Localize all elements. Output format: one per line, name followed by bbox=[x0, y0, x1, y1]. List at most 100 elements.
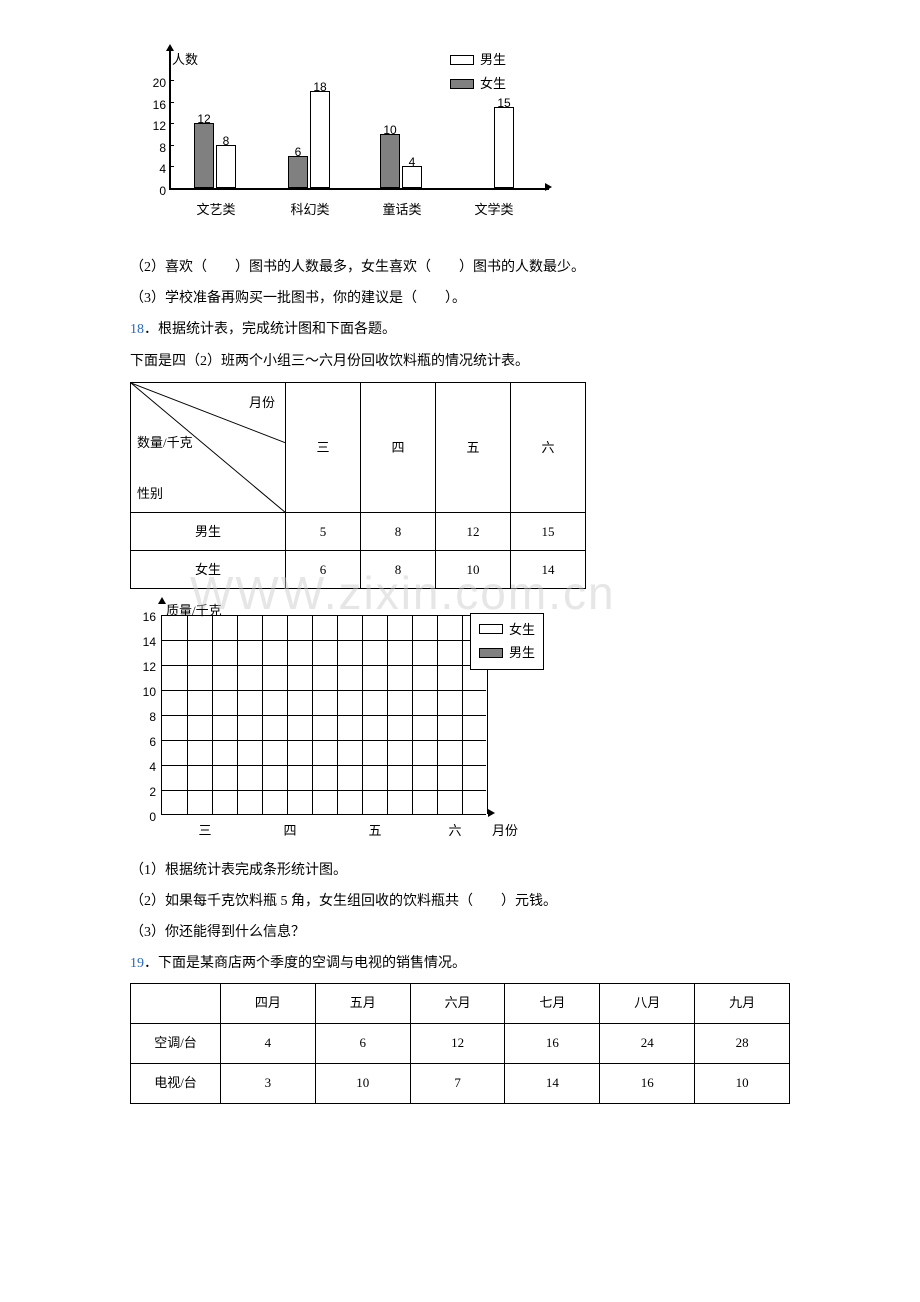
bar-girl bbox=[194, 123, 214, 188]
grid-vline bbox=[287, 615, 288, 814]
category-label: 科幻类 bbox=[280, 198, 340, 221]
q19-line: 19．下面是某商店两个季度的空调与电视的销售情况。 bbox=[130, 951, 820, 976]
row-label-girl: 女生 bbox=[131, 550, 286, 588]
q18-title: ．根据统计表，完成统计图和下面各题。 bbox=[144, 322, 396, 337]
legend-girl: 女生 bbox=[479, 618, 535, 641]
cell: 12 bbox=[436, 512, 511, 550]
table-row: 空调/台 4 6 12 16 24 28 bbox=[131, 1023, 790, 1063]
bar-value-label: 12 bbox=[194, 109, 214, 131]
month-header: 八月 bbox=[600, 983, 695, 1023]
cell: 24 bbox=[600, 1023, 695, 1063]
table-row: 电视/台 3 10 7 14 16 10 bbox=[131, 1063, 790, 1103]
y-tick-label: 14 bbox=[134, 632, 156, 654]
cell: 10 bbox=[315, 1063, 410, 1103]
y-tick-label: 8 bbox=[140, 138, 166, 160]
cell: 14 bbox=[505, 1063, 600, 1103]
y-tick-label: 16 bbox=[140, 95, 166, 117]
diag-header-cell: 月份 数量/千克 性别 bbox=[131, 382, 286, 512]
legend-boy: 男生 bbox=[479, 641, 535, 664]
q17-part3: （3）学校准备再购买一批图书，你的建议是（ ）。 bbox=[130, 286, 820, 311]
cell: 12 bbox=[410, 1023, 505, 1063]
bar-value-label: 15 bbox=[494, 93, 514, 115]
grid-vline bbox=[212, 615, 213, 814]
diag-bot: 性别 bbox=[137, 482, 163, 505]
legend-girl-label: 女生 bbox=[509, 618, 535, 641]
blank-header bbox=[131, 983, 221, 1023]
sales-table: 四月 五月 六月 七月 八月 九月 空调/台 4 6 12 16 24 28 电… bbox=[130, 983, 790, 1104]
legend-boy-label: 男生 bbox=[480, 48, 506, 71]
chart1-legend: 男生 女生 bbox=[450, 48, 560, 97]
legend-swatch-boy bbox=[450, 55, 474, 65]
x-arrow-icon bbox=[545, 183, 552, 191]
grid-vline bbox=[387, 615, 388, 814]
bar-value-label: 8 bbox=[216, 131, 236, 153]
cell: 8 bbox=[361, 512, 436, 550]
legend-boy-label: 男生 bbox=[509, 641, 535, 664]
grid-vline bbox=[362, 615, 363, 814]
q18-sub1: （1）根据统计表完成条形统计图。 bbox=[130, 858, 820, 883]
month-header: 六 bbox=[511, 382, 586, 512]
month-header: 三 bbox=[286, 382, 361, 512]
month-header: 九月 bbox=[695, 983, 790, 1023]
cell: 10 bbox=[436, 550, 511, 588]
empty-bar-chart-grid: 质量/千克 月份 女生 男生 0246810121416三四五六 bbox=[130, 601, 560, 846]
q19-title: ．下面是某商店两个季度的空调与电视的销售情况。 bbox=[144, 956, 466, 971]
grid-vline bbox=[187, 615, 188, 814]
month-header: 五月 bbox=[315, 983, 410, 1023]
cell: 14 bbox=[511, 550, 586, 588]
cell: 16 bbox=[600, 1063, 695, 1103]
month-header: 五 bbox=[436, 382, 511, 512]
row-label-tv: 电视/台 bbox=[131, 1063, 221, 1103]
q18-intro: 下面是四（2）班两个小组三～六月份回收饮料瓶的情况统计表。 bbox=[130, 349, 820, 374]
y-tick-label: 0 bbox=[134, 807, 156, 829]
category-label: 童话类 bbox=[372, 198, 432, 221]
month-header: 四月 bbox=[221, 983, 316, 1023]
y-tick-mark bbox=[170, 123, 174, 124]
y-tick-label: 20 bbox=[140, 73, 166, 95]
y-tick-label: 2 bbox=[134, 782, 156, 804]
row-label-boy: 男生 bbox=[131, 512, 286, 550]
grid-vline bbox=[312, 615, 313, 814]
q18-number: 18 bbox=[130, 322, 144, 337]
table-row: 月份 数量/千克 性别 三 四 五 六 bbox=[131, 382, 586, 512]
y-tick-label: 0 bbox=[140, 181, 166, 203]
bar-value-label: 6 bbox=[288, 142, 308, 164]
category-label: 文学类 bbox=[464, 198, 524, 221]
row-label-ac: 空调/台 bbox=[131, 1023, 221, 1063]
bar-value-label: 10 bbox=[380, 120, 400, 142]
y-tick-label: 8 bbox=[134, 707, 156, 729]
y-arrow-icon bbox=[158, 597, 166, 604]
cell: 10 bbox=[695, 1063, 790, 1103]
legend-swatch-girl bbox=[479, 624, 503, 634]
bar-value-label: 4 bbox=[402, 152, 422, 174]
x-tick-label: 三 bbox=[185, 819, 225, 842]
cell: 4 bbox=[221, 1023, 316, 1063]
grid-vline bbox=[412, 615, 413, 814]
grid-vline bbox=[262, 615, 263, 814]
grid-vline bbox=[237, 615, 238, 814]
q18-line: 18．根据统计表，完成统计图和下面各题。 bbox=[130, 317, 820, 342]
chart2-legend: 女生 男生 bbox=[470, 613, 544, 670]
y-axis-label: 人数 bbox=[172, 48, 198, 71]
y-tick-mark bbox=[170, 188, 174, 189]
x-arrow-icon bbox=[488, 809, 495, 817]
y-tick-label: 6 bbox=[134, 732, 156, 754]
cell: 8 bbox=[361, 550, 436, 588]
y-tick-mark bbox=[170, 102, 174, 103]
legend-boy: 男生 bbox=[450, 48, 560, 71]
book-preference-chart: 人数 男生 女生 048121620128文艺类618科幻类104童话类15文学… bbox=[140, 50, 580, 240]
month-header: 七月 bbox=[505, 983, 600, 1023]
y-tick-mark bbox=[170, 80, 174, 81]
cell: 15 bbox=[511, 512, 586, 550]
y-axis-line bbox=[169, 50, 171, 190]
q18-sub2: （2）如果每千克饮料瓶 5 角，女生组回收的饮料瓶共（ ）元钱。 bbox=[130, 889, 820, 914]
table-row: 女生 6 8 10 14 bbox=[131, 550, 586, 588]
cell: 7 bbox=[410, 1063, 505, 1103]
y-tick-label: 12 bbox=[134, 657, 156, 679]
legend-swatch-boy bbox=[479, 648, 503, 658]
chart-grid bbox=[161, 615, 486, 815]
y-tick-label: 4 bbox=[140, 159, 166, 181]
q18-sub3: （3）你还能得到什么信息？ bbox=[130, 920, 820, 945]
cell: 16 bbox=[505, 1023, 600, 1063]
q18-table-wrap: 月份 数量/千克 性别 三 四 五 六 男生 5 8 12 15 女生 6 8 … bbox=[130, 382, 820, 589]
